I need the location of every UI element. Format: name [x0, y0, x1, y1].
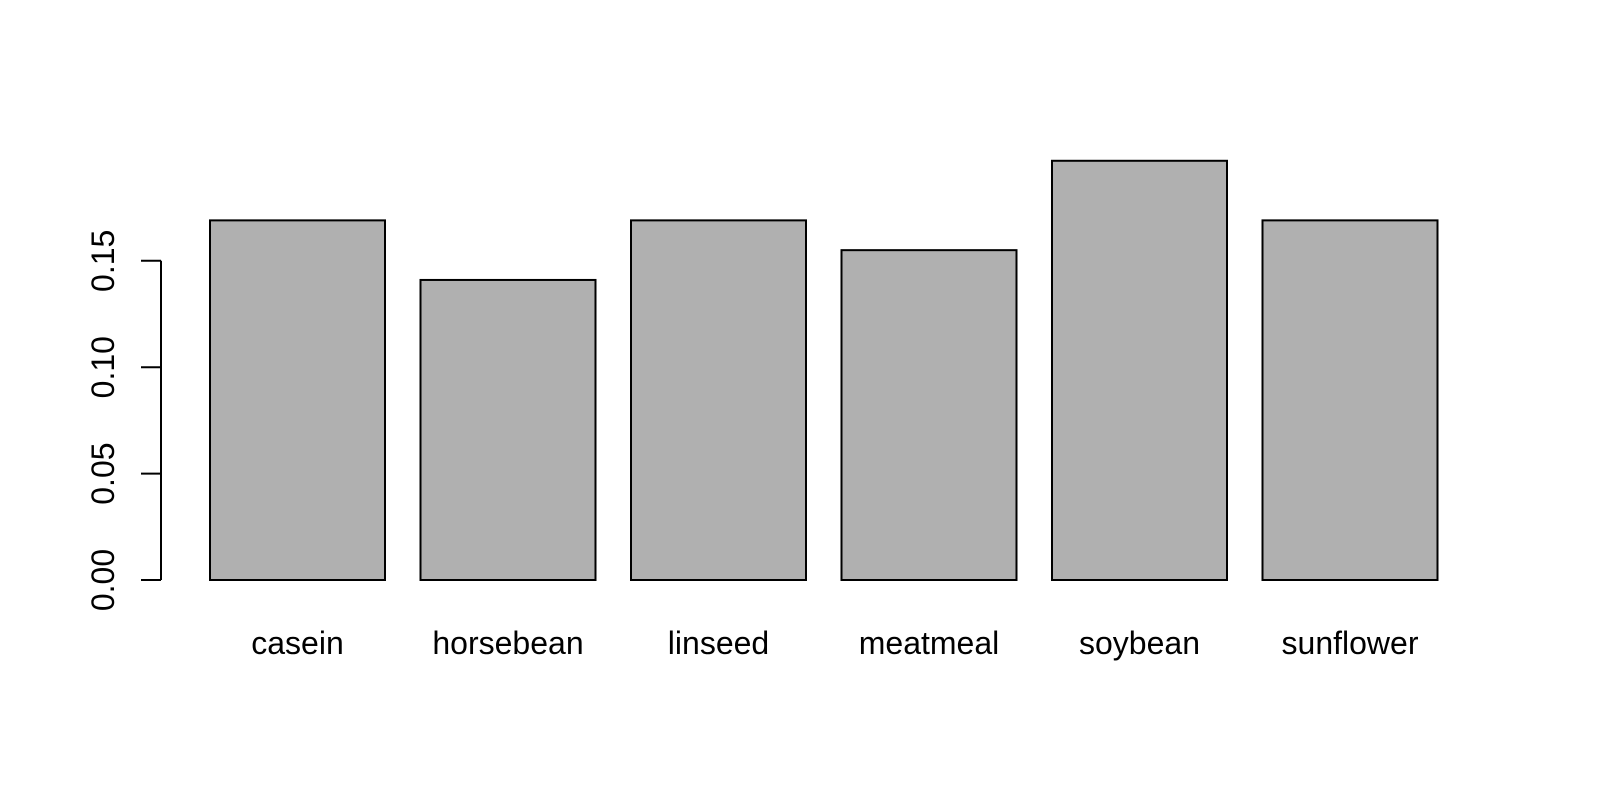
- bar-linseed: [630, 219, 807, 581]
- bar-casein: [209, 219, 386, 581]
- bar-horsebean: [419, 278, 597, 581]
- bar-sunflower: [1261, 219, 1439, 581]
- bar-meatmeal: [840, 249, 1018, 581]
- bar-soybean: [1051, 159, 1228, 581]
- y-tick-label: 0.15: [85, 230, 121, 292]
- bars: [209, 159, 1439, 581]
- x-tick-label: horsebean: [432, 625, 583, 661]
- y-tick-label: 0.00: [85, 549, 121, 611]
- y-tick-label: 0.05: [85, 442, 121, 504]
- x-tick-label: casein: [251, 625, 344, 661]
- x-tick-label: soybean: [1079, 625, 1200, 661]
- y-axis: 0.00 0.05 0.10 0.15: [85, 230, 162, 611]
- x-tick-label: sunflower: [1282, 625, 1419, 661]
- x-tick-label: meatmeal: [859, 625, 1000, 661]
- y-tick-label: 0.10: [85, 336, 121, 398]
- x-tick-labels: casein horsebean linseed meatmeal soybean sun…: [251, 625, 1419, 661]
- x-tick-label: linseed: [668, 625, 769, 661]
